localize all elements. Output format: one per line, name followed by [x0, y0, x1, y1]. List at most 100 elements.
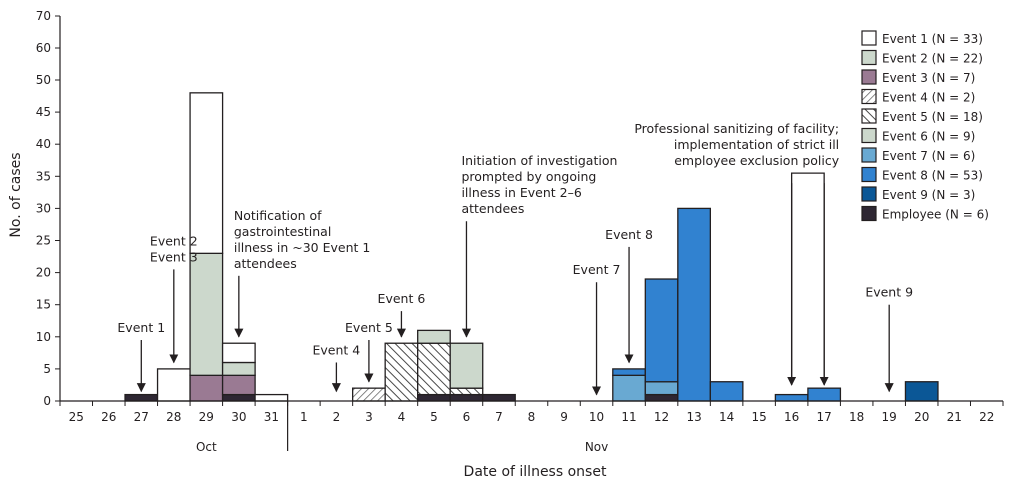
bar-segment — [644, 381, 679, 396]
bar-segment — [189, 252, 224, 376]
legend-swatch — [861, 108, 877, 124]
annotation-text: Event 4 — [313, 342, 361, 357]
legend-swatch — [861, 30, 877, 46]
x-tick-label: 28 — [166, 410, 181, 424]
annotation-text: Event 3 — [150, 249, 198, 264]
bar-segment — [417, 393, 451, 402]
annotation-text: illness in ~30 Event 1 — [234, 240, 371, 255]
bar-segment — [612, 374, 646, 402]
x-tick-label: 6 — [463, 410, 471, 424]
bar-segment — [482, 393, 516, 402]
annotation-text: employee exclusion policy — [674, 153, 840, 168]
annotation-text: gastrointestinal — [234, 224, 331, 239]
x-tick-label: 11 — [621, 410, 636, 424]
x-tick-label: 27 — [134, 410, 149, 424]
x-axis-title: Date of illness onset — [464, 464, 607, 480]
legend-label: Event 4 (N = 2) — [882, 91, 975, 105]
x-tick-label: 31 — [264, 410, 279, 424]
bar-segment — [124, 393, 159, 402]
annotation-text: attendees — [234, 256, 297, 271]
annotation-text: prompted by ongoing — [461, 169, 596, 184]
bar-segment — [189, 92, 224, 254]
legend-label: Event 9 (N = 3) — [882, 188, 975, 202]
x-tick-label: 5 — [430, 410, 438, 424]
bar-segment — [417, 342, 451, 396]
legend-swatch — [861, 49, 877, 66]
bars-layer — [124, 92, 939, 402]
legend-label: Event 6 (N = 9) — [882, 130, 975, 144]
annotation-text: Notification of — [234, 208, 322, 223]
x-tick-label: 7 — [495, 410, 503, 424]
bar-segment — [449, 387, 484, 396]
y-axis-title: No. of cases — [8, 152, 24, 237]
x-tick-label: 12 — [654, 410, 669, 424]
bar-segment — [417, 329, 451, 344]
annotation-text: Event 9 — [865, 285, 913, 300]
annotation-bracket — [790, 172, 825, 383]
legend-label: Employee (N = 6) — [882, 208, 989, 222]
bar-segment — [644, 278, 679, 383]
month-label: Nov — [585, 440, 608, 454]
bar-segment — [254, 393, 289, 402]
legend-swatch — [861, 69, 877, 85]
y-tick-label: 10 — [36, 330, 51, 344]
bar-segment — [807, 387, 842, 402]
y-tick-label: 15 — [36, 298, 51, 312]
bar-segment — [221, 342, 256, 364]
y-tick-label: 30 — [36, 201, 51, 215]
annotation-text: Event 6 — [378, 291, 426, 306]
annotation-text: Event 2 — [150, 233, 198, 248]
x-tick-label: 9 — [560, 410, 568, 424]
bar-segment — [644, 393, 679, 402]
bar-segment — [904, 381, 939, 402]
x-tick-label: 10 — [589, 410, 604, 424]
annotation-text: illness in Event 2–6 — [461, 185, 581, 200]
legend: Event 1 (N = 33) Event 2 (N = 22) Event 3 … — [861, 30, 989, 222]
annotation-text: Event 7 — [573, 262, 621, 277]
x-tick-label: 20 — [914, 410, 929, 424]
x-tick-label: 1 — [300, 410, 308, 424]
y-tick-label: 20 — [36, 266, 51, 280]
x-tick-label: 4 — [398, 410, 406, 424]
x-tick-label: 21 — [947, 410, 962, 424]
bar-segment — [156, 368, 191, 402]
x-tick-label: 16 — [784, 410, 799, 424]
x-tick-label: 15 — [751, 410, 766, 424]
annotation-text: Event 1 — [117, 320, 165, 335]
annotation-text: Event 8 — [605, 227, 653, 242]
legend-swatch — [861, 88, 877, 105]
annotation-text: Professional sanitizing of facility; — [634, 121, 839, 136]
y-tick-label: 60 — [36, 41, 51, 55]
x-tick-label: 30 — [231, 410, 246, 424]
legend-swatch — [861, 205, 877, 222]
legend-label: Event 5 (N = 18) — [882, 110, 983, 124]
annotation-text: attendees — [461, 201, 524, 216]
x-tick-label: 19 — [882, 410, 897, 424]
y-tick-label: 70 — [36, 9, 51, 23]
x-tick-label: 17 — [817, 410, 832, 424]
bar-segment — [189, 374, 224, 402]
y-tick-label: 40 — [36, 137, 51, 151]
y-tick-label: 45 — [36, 105, 51, 119]
bar-segment — [612, 368, 646, 376]
bar-segment — [221, 393, 256, 402]
month-label: Oct — [196, 440, 217, 454]
x-tick-label: 29 — [199, 410, 214, 424]
y-tick-label: 0 — [43, 394, 51, 408]
legend-swatch — [861, 147, 877, 163]
legend-label: Event 1 (N = 33) — [882, 32, 983, 46]
bar-segment — [449, 393, 484, 402]
bar-segment — [221, 361, 256, 376]
x-tick-label: 25 — [69, 410, 84, 424]
x-tick-label: 8 — [528, 410, 536, 424]
x-tick-label: 18 — [849, 410, 864, 424]
bar-segment — [221, 374, 256, 396]
legend-label: Event 3 (N = 7) — [882, 71, 975, 85]
y-tick-label: 25 — [36, 234, 51, 248]
bar-segment — [449, 342, 484, 389]
y-tick-label: 35 — [36, 169, 51, 183]
bar-segment — [677, 207, 712, 402]
bar-segment — [774, 393, 809, 402]
